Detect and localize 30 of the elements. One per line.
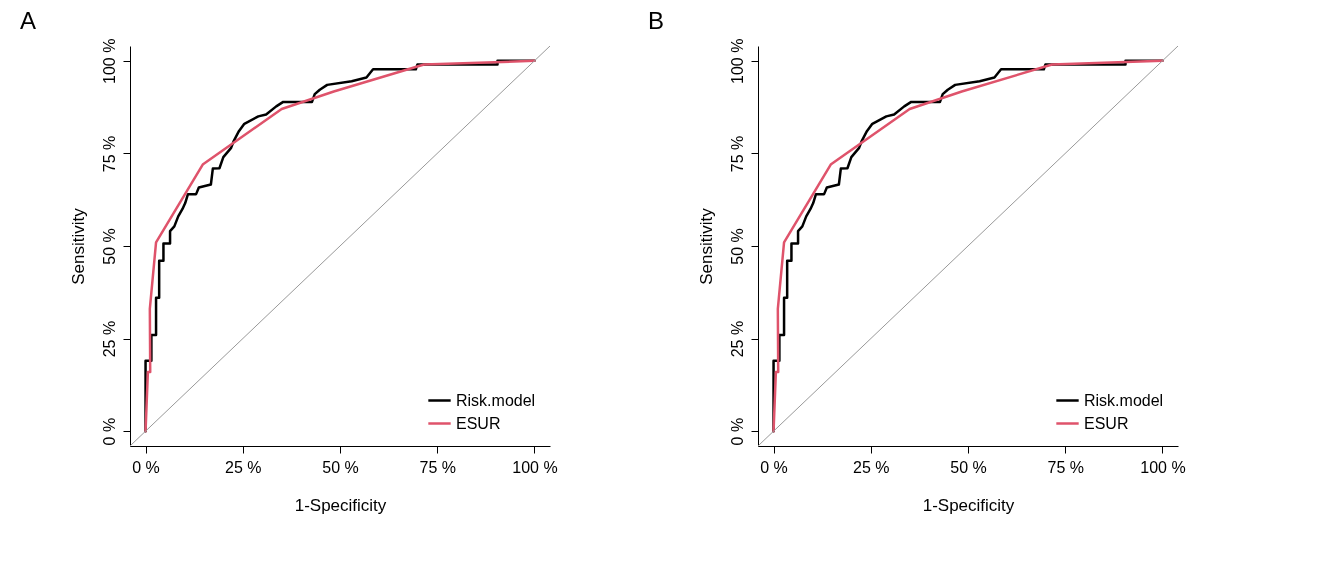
legend-label: ESUR	[456, 414, 501, 432]
x-tick-label: 25 %	[225, 458, 262, 476]
x-tick-label: 50 %	[950, 458, 987, 476]
y-tick-label: 0 %	[100, 417, 118, 446]
x-axis-title: 1-Specificity	[922, 495, 1015, 515]
x-tick-label: 0 %	[132, 458, 160, 476]
chart-title: B	[648, 7, 665, 35]
y-tick-label: 50 %	[728, 228, 746, 265]
x-tick-label: 75 %	[1047, 458, 1084, 476]
legend-label: Risk.model	[1084, 391, 1164, 409]
x-axis-title: 1-Specificity	[294, 495, 387, 515]
y-tick-label: 25 %	[100, 320, 118, 358]
y-axis-title: Sensitivity	[68, 207, 88, 285]
y-axis-title: Sensitivity	[696, 207, 716, 285]
x-tick-label: 0 %	[760, 458, 788, 476]
y-tick-label: 100 %	[100, 38, 118, 84]
legend-label: ESUR	[1084, 414, 1129, 432]
y-tick-label: 100 %	[728, 38, 746, 84]
y-tick-label: 0 %	[728, 417, 746, 446]
legend-label: Risk.model	[456, 391, 536, 409]
y-tick-label: 75 %	[100, 135, 118, 173]
x-tick-label: 100 %	[1140, 458, 1186, 476]
x-tick-label: 75 %	[419, 458, 456, 476]
y-tick-label: 50 %	[100, 228, 118, 265]
y-tick-label: 25 %	[728, 320, 746, 358]
x-tick-label: 25 %	[853, 458, 890, 476]
x-tick-label: 50 %	[322, 458, 359, 476]
x-tick-label: 100 %	[512, 458, 558, 476]
y-tick-label: 75 %	[728, 135, 746, 173]
chart-title: A	[20, 7, 37, 35]
